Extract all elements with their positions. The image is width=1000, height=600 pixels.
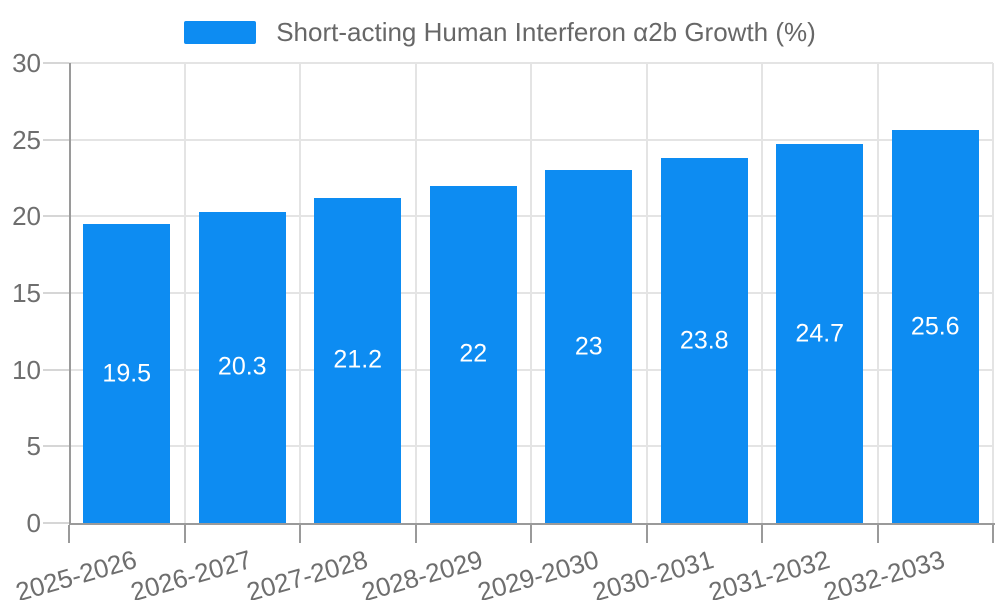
gridline-v [299,63,301,523]
x-tick-mark [992,525,994,543]
bar-value-label: 23.8 [679,326,729,355]
gridline-v [992,63,994,523]
legend-swatch[interactable] [184,20,257,44]
gridline-v [645,63,648,523]
bar-2031-2032: 24.7 [776,144,864,523]
gridline-v [183,63,186,523]
bar-value-label: 20.3 [217,352,267,381]
bar-2029-2030: 23 [545,170,633,523]
bar-value-label: 23 [574,332,603,361]
x-tick-mark [414,525,417,543]
plot-area: 19.5 20.3 21.2 22 23 23.8 24.7 25.6 [69,62,994,523]
x-tick-mark [299,525,301,543]
gridline-v [761,63,763,523]
bar-value-label: 24.7 [795,319,845,348]
bar-2026-2027: 20.3 [198,211,286,523]
x-tick-mark [761,525,763,543]
bar-2025-2026: 19.5 [83,224,171,523]
y-tick-label: 5 [26,431,41,462]
bar-value-label: 22 [459,339,488,368]
bar-2028-2029: 22 [429,185,517,523]
y-tick-mark [43,138,69,141]
y-tick-mark [43,292,69,294]
y-tick-mark [43,522,69,524]
y-tick-mark [43,62,69,64]
x-tick-mark [530,525,532,543]
y-tick-label: 30 [12,48,41,78]
y-tick-label: 20 [12,201,41,232]
y-tick-label: 15 [12,278,41,308]
y-tick-label: 10 [12,354,41,385]
x-tick-mark [876,525,879,543]
bar-value-label: 25.6 [910,312,960,341]
bar-2030-2031: 23.8 [660,158,748,523]
y-tick-mark [43,215,69,218]
y-tick-label: 0 [26,508,41,538]
bar-2027-2028: 21.2 [314,197,402,523]
y-tick-mark [43,368,69,371]
bar-value-label: 21.2 [333,345,383,374]
x-tick-mark [183,525,186,543]
legend[interactable]: Short-acting Human Interferon α2b Growth… [0,17,1000,47]
bar-2032-2033: 25.6 [891,130,979,523]
bar-value-label: 19.5 [102,359,152,387]
y-axis-line [69,63,71,523]
x-tick-mark [68,525,70,543]
gridline-v [414,63,417,523]
y-tick-label: 25 [12,124,41,155]
x-axis-line [69,523,995,525]
legend-label: Short-acting Human Interferon α2b Growth… [276,17,816,47]
gridline-v [530,63,532,523]
y-tick-mark [43,445,69,448]
gridline-v [876,63,879,523]
x-tick-mark [645,525,648,543]
